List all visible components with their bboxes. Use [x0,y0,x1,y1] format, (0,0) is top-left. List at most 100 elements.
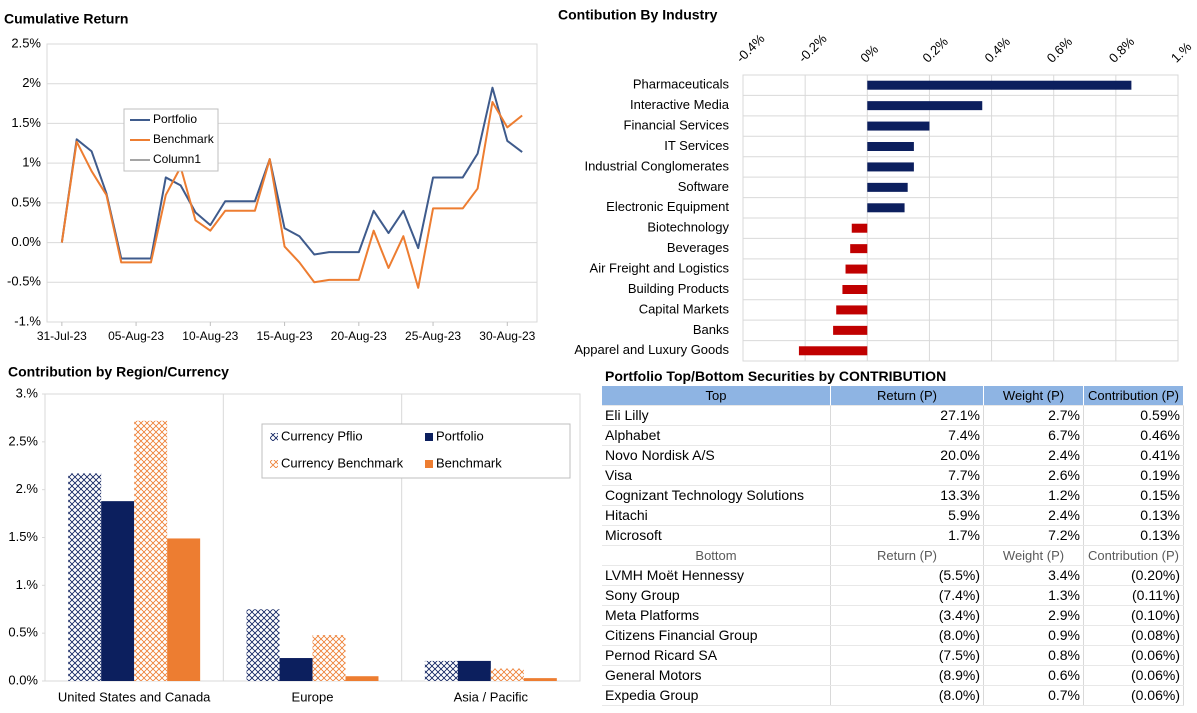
x-tick-label: 0.8% [1106,34,1138,66]
numeric-cell: (0.11%) [1083,585,1184,606]
chart-title: Contibution By Industry [558,7,718,23]
securities-table: Top Return (P) Weight (P) Contribution (P) E… [602,386,1184,706]
legend-swatch [270,460,278,468]
numeric-cell: (7.5%) [830,645,984,666]
numeric-cell: 0.15% [1083,485,1184,506]
x-tick-label: 15-Aug-23 [257,329,313,343]
numeric-cell: (0.06%) [1083,645,1184,666]
legend-label: Benchmark [153,132,215,146]
bar [867,203,905,213]
x-tick-label: Asia / Pacific [454,689,529,704]
category-label: Banks [693,322,730,337]
numeric-cell: (8.9%) [830,665,984,686]
chart-title: Contribution by Region/Currency [8,364,229,380]
numeric-cell: 0.59% [1083,405,1184,426]
security-row: Citizens Financial Group (8.0%) 0.9% (0.08%… [602,625,1184,646]
numeric-cell: 2.4% [983,505,1084,526]
numeric-cell: (8.0%) [830,685,984,706]
bar [867,121,930,131]
column-header: Contribution (P) [1083,386,1184,406]
y-tick-label: 0.5% [11,194,41,209]
numeric-cell: (5.5%) [830,565,984,586]
legend-label: Portfolio [153,112,197,126]
legend-swatch [425,460,433,468]
numeric-cell: 0.7% [983,685,1084,706]
numeric-cell: 2.6% [983,465,1084,486]
legend-label: Portfolio [436,428,484,443]
category-label: Electronic Equipment [606,199,729,214]
bar [279,658,313,681]
numeric-cell: 1.3% [983,585,1084,606]
numeric-cell: 5.9% [830,505,984,526]
column-header: Bottom [602,545,831,566]
y-tick-label: 3.% [16,385,39,400]
numeric-cell: 6.7% [983,425,1084,446]
security-name: General Motors [602,665,831,686]
y-tick-label: 1% [22,155,41,170]
x-tick-label: 0.2% [919,34,951,66]
numeric-cell: 0.13% [1083,505,1184,526]
numeric-cell: (7.4%) [830,585,984,606]
numeric-cell: 2.4% [983,445,1084,466]
x-tick-label: Europe [292,689,334,704]
bar [523,678,557,681]
bar [798,346,868,356]
category-label: Pharmaceuticals [633,77,730,92]
security-name: Alphabet [602,425,831,446]
security-name: Hitachi [602,505,831,526]
numeric-cell: (8.0%) [830,625,984,646]
security-name: LVMH Moët Hennessy [602,565,831,586]
series-line [60,100,523,289]
numeric-cell: 7.4% [830,425,984,446]
security-row: Expedia Group (8.0%) 0.7% (0.06%) [602,685,1184,706]
numeric-cell: 7.7% [830,465,984,486]
bar [345,676,379,681]
bottom-header-row: Bottom Return (P) Weight (P) Contribution (… [602,545,1184,566]
y-tick-label: -0.5% [7,274,41,289]
numeric-cell: 1.2% [983,485,1084,506]
security-name: Sony Group [602,585,831,606]
bar [246,609,280,681]
y-tick-label: 1.% [16,577,39,592]
bar [490,668,524,681]
numeric-cell: (0.10%) [1083,605,1184,626]
numeric-cell: 0.8% [983,645,1084,666]
security-row: Eli Lilly 27.1% 2.7% 0.59% [602,405,1184,426]
column-header: Contribution (P) [1083,545,1184,566]
legend-label: Column1 [153,152,201,166]
column-header: Weight (P) [983,386,1084,406]
x-tick-label: 0.6% [1044,34,1076,66]
y-tick-label: 2% [22,75,41,90]
y-tick-label: -1.% [14,313,41,328]
category-label: Software [678,179,729,194]
bar [850,244,868,254]
y-tick-label: 2.% [16,481,39,496]
security-name: Eli Lilly [602,405,831,426]
bar [68,473,102,681]
security-row: Alphabet 7.4% 6.7% 0.46% [602,425,1184,446]
bar [457,660,491,681]
x-tick-label: 10-Aug-23 [182,329,238,343]
y-tick-label: 1.5% [11,115,41,130]
numeric-cell: 3.4% [983,565,1084,586]
security-row: Microsoft 1.7% 7.2% 0.13% [602,525,1184,546]
bar [842,285,868,294]
bar [312,635,346,681]
category-label: Industrial Conglomerates [584,158,729,173]
column-header: Return (P) [830,386,984,406]
security-row: Cognizant Technology Solutions 13.3% 1.2% 0… [602,485,1184,506]
y-tick-label: 2.5% [11,35,41,50]
bar [833,325,868,335]
legend-swatch [270,433,278,441]
bar [867,80,1132,90]
x-tick-label: 0% [857,41,881,65]
top-header-row: Top Return (P) Weight (P) Contribution (P) [602,386,1184,406]
category-label: Biotechnology [647,220,729,235]
security-row: LVMH Moët Hennessy (5.5%) 3.4% (0.20%) [602,565,1184,586]
category-label: Interactive Media [630,97,730,112]
bar [424,660,458,681]
category-label: Capital Markets [639,301,730,316]
numeric-cell: (0.08%) [1083,625,1184,646]
bar [167,538,201,681]
